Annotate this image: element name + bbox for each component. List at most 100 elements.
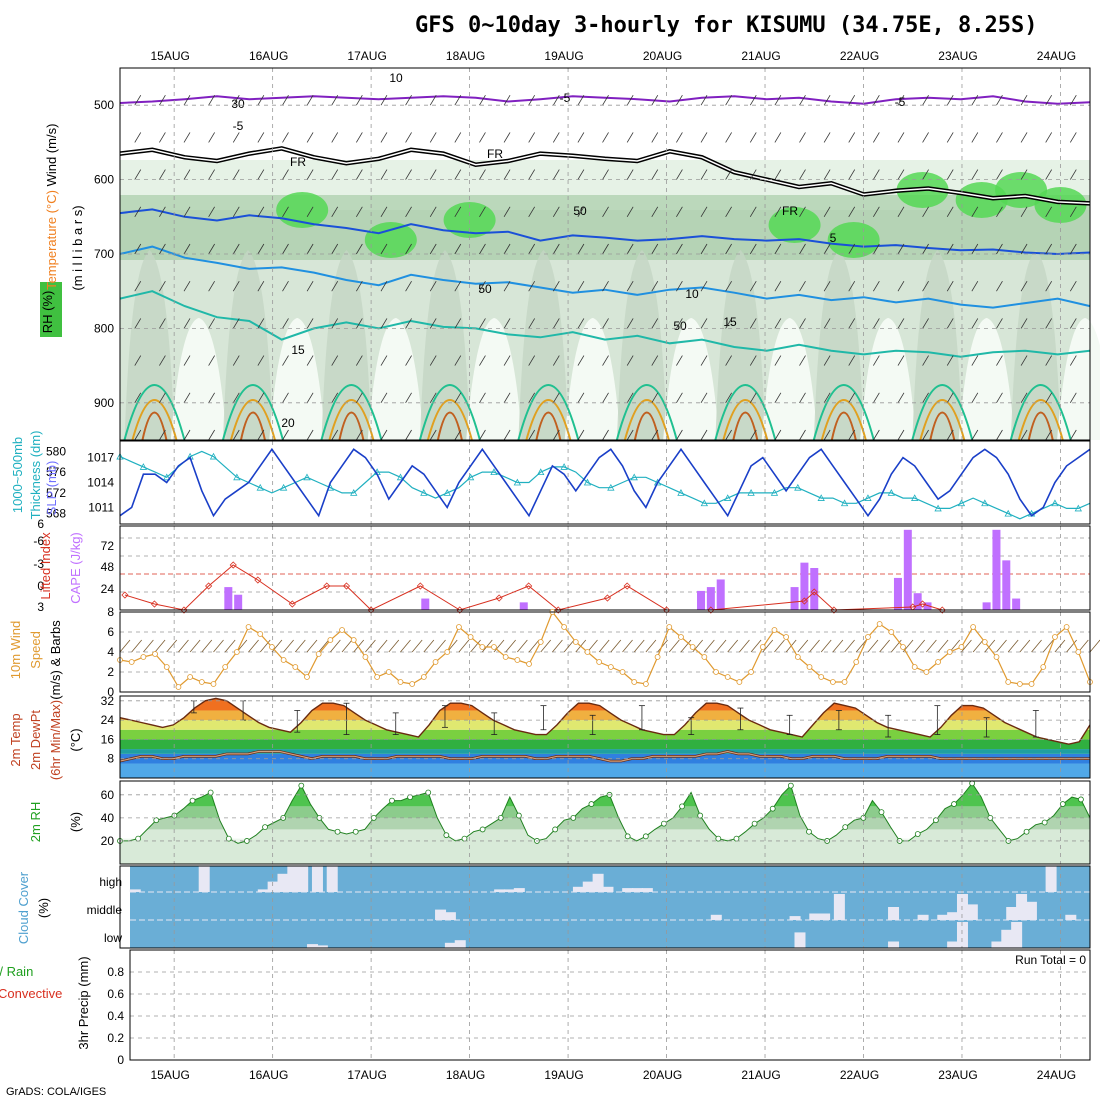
wind-barb xyxy=(232,132,240,143)
wind-barb xyxy=(454,318,462,329)
temp-label-3: (6hr Min/Max) xyxy=(48,700,63,780)
cloud-bar xyxy=(444,912,456,920)
cloud-bar xyxy=(454,940,466,948)
wind-barb xyxy=(1020,206,1028,218)
thickness-marker xyxy=(233,473,241,481)
wind-barb xyxy=(996,318,1003,329)
cape-bar xyxy=(923,602,932,610)
wind-barb xyxy=(774,639,785,653)
wind-barb xyxy=(479,429,486,441)
wind-barb xyxy=(823,429,831,441)
wind-barb xyxy=(183,132,191,143)
wind-speed-marker xyxy=(502,654,509,660)
wind-barb xyxy=(356,280,363,292)
temp-label-1: 2m Temp xyxy=(8,713,23,766)
wind-barb xyxy=(762,639,774,653)
cloud-bar xyxy=(582,881,594,892)
y-tick-label: 576 xyxy=(46,465,66,479)
wind-speed-marker xyxy=(210,681,217,687)
isotherm-30 xyxy=(535,411,562,441)
wind-barb xyxy=(454,243,462,255)
wind-barb xyxy=(749,169,757,180)
dry-tongue xyxy=(958,318,1015,440)
cape-bar xyxy=(893,577,902,610)
y-tick-label: 700 xyxy=(94,247,114,261)
wind-barb xyxy=(1069,355,1077,366)
wind-barb xyxy=(257,355,265,366)
cape-bar xyxy=(1002,560,1011,610)
wind-barb xyxy=(774,243,782,255)
cloud-bar xyxy=(937,914,949,920)
wind-barb xyxy=(429,94,437,106)
rh-marker xyxy=(1023,828,1030,835)
wind-speed-marker xyxy=(1052,634,1058,640)
thickness-marker xyxy=(957,499,966,507)
wind-barb xyxy=(577,169,585,180)
wind-barb xyxy=(183,355,191,366)
wind-speed-marker xyxy=(491,644,497,650)
wind-barb xyxy=(946,392,954,404)
wind-barb xyxy=(331,132,339,143)
saturation-patch xyxy=(827,222,880,258)
wind-barb xyxy=(676,94,683,106)
li-marker xyxy=(554,606,562,614)
wind-barb xyxy=(700,243,708,255)
y-tick-label: 60 xyxy=(101,788,115,802)
slp-line xyxy=(119,447,1091,518)
temp-band xyxy=(120,698,1090,711)
thickness-label-1: 1000~500mb xyxy=(10,437,25,513)
saturation-patch xyxy=(364,222,417,258)
cloud-bar xyxy=(572,886,584,892)
wind-speed-marker xyxy=(981,639,988,645)
wind-barb xyxy=(528,318,536,329)
bottom-date-axis: 15AUG 16AUG 17AUG 18AUG 19AUG 20AUG 21AUG 22AUG… xyxy=(150,1068,1076,1082)
y-tick-label: 1017 xyxy=(87,451,114,465)
cloud-bar xyxy=(917,914,929,920)
wind-barb xyxy=(208,318,215,329)
wind-barb xyxy=(774,392,782,404)
wind-barb xyxy=(645,639,657,653)
temperature-panel: 8 16 24 32 xyxy=(101,694,1091,779)
wind-barb xyxy=(134,392,142,404)
wind-barb xyxy=(1045,132,1053,143)
y-tick-label: -6 xyxy=(33,534,44,548)
y-tick-label: 800 xyxy=(94,321,114,335)
cloud-bar xyxy=(888,941,900,948)
y-tick-label: 8 xyxy=(107,605,114,619)
wind-barb xyxy=(232,392,240,404)
isotherm-20 xyxy=(517,384,580,441)
wind-speed-marker xyxy=(479,644,486,650)
wind-barb xyxy=(503,206,511,218)
wind-barb xyxy=(1019,639,1031,653)
wind-barb xyxy=(208,392,215,404)
thickness-marker xyxy=(677,489,685,496)
wind-barb xyxy=(232,94,240,106)
wind-barb xyxy=(700,318,708,329)
thickness-marker xyxy=(466,473,475,481)
wind-barb xyxy=(159,280,166,292)
dry-tongue xyxy=(170,318,227,440)
contour-label: 15 xyxy=(723,315,737,329)
date-label: 24AUG xyxy=(1037,1068,1076,1082)
wind-barb xyxy=(946,243,954,255)
wind-barb xyxy=(725,318,732,329)
wind-barb xyxy=(922,355,929,366)
cloud-bar xyxy=(794,932,806,948)
cape-bar xyxy=(903,529,912,610)
wind-barb xyxy=(577,132,585,143)
contour-label: 50 xyxy=(673,319,687,333)
wind-barb xyxy=(725,132,732,143)
wind-speed-marker xyxy=(619,669,626,675)
wind-barb xyxy=(626,94,634,106)
wind-barb xyxy=(232,318,240,329)
rh-tongue xyxy=(223,250,274,440)
cloud-bar xyxy=(789,916,801,920)
rh-marker xyxy=(733,835,740,842)
rh-marker xyxy=(969,780,976,787)
wind-speed-marker xyxy=(409,681,416,687)
wind-barb xyxy=(651,132,659,143)
wind-barb xyxy=(257,318,265,329)
wind-barb xyxy=(725,355,732,366)
wind-barb xyxy=(232,206,240,218)
wind-barb xyxy=(651,243,659,255)
